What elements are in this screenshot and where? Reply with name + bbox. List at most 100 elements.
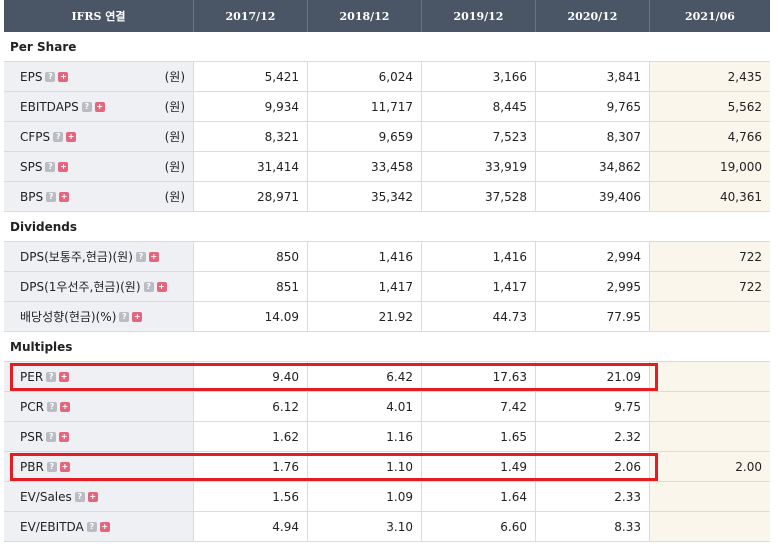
row-label: SPS xyxy=(20,159,43,174)
question-icon[interactable]: ? xyxy=(53,131,64,142)
row-label-cell: PER? + xyxy=(4,362,194,391)
value-cell: 34,862 xyxy=(536,152,650,181)
plus-icon[interactable]: + xyxy=(59,461,70,472)
plus-icon[interactable]: + xyxy=(87,491,98,502)
plus-icon[interactable]: + xyxy=(66,131,77,142)
row-label-cell: EBITDAPS? + (원) xyxy=(4,92,194,121)
plus-icon[interactable]: + xyxy=(156,281,167,292)
question-icon[interactable]: ? xyxy=(46,401,57,412)
plus-icon[interactable]: + xyxy=(148,251,159,262)
row-unit: (원) xyxy=(164,100,185,114)
value-cell: 1.64 xyxy=(422,482,536,511)
row-label: CFPS xyxy=(20,129,51,144)
value-cell: 40,361 xyxy=(650,182,770,211)
section-header: Per Share xyxy=(4,32,770,62)
value-cell: 33,458 xyxy=(308,152,422,181)
table-row: CFPS? + (원) 8,321 9,659 7,523 8,307 4,766 xyxy=(4,122,770,152)
plus-icon[interactable]: + xyxy=(59,431,70,442)
row-label-cell: BPS? + (원) xyxy=(4,182,194,211)
value-cell: 21.92 xyxy=(308,302,422,331)
header-label: IFRS 연결 xyxy=(4,0,194,32)
value-cell: 8,445 xyxy=(422,92,536,121)
value-cell: 2,995 xyxy=(536,272,650,301)
table-row: EPS? + (원) 5,421 6,024 3,166 3,841 2,435 xyxy=(4,62,770,92)
value-cell: 33,919 xyxy=(422,152,536,181)
row-label: PSR xyxy=(20,429,44,444)
value-cell: 851 xyxy=(194,272,308,301)
value-cell: 14.09 xyxy=(194,302,308,331)
table-row: EV/Sales? +1.56 1.09 1.64 2.33 xyxy=(4,482,770,512)
value-cell: 9,765 xyxy=(536,92,650,121)
plus-icon[interactable]: + xyxy=(58,71,69,82)
value-cell: 2.00 xyxy=(650,452,770,481)
question-icon[interactable]: ? xyxy=(46,191,57,202)
row-label-cell: PBR? + xyxy=(4,452,194,481)
header-period: 2017/12 xyxy=(194,0,308,32)
value-cell: 77.95 xyxy=(536,302,650,331)
section-header: Dividends xyxy=(4,212,770,242)
value-cell: 17.63 xyxy=(422,362,536,391)
value-cell: 9.75 xyxy=(536,392,650,421)
question-icon[interactable]: ? xyxy=(46,461,57,472)
question-icon[interactable]: ? xyxy=(45,71,56,82)
section-header: Multiples xyxy=(4,332,770,362)
value-cell: 8,321 xyxy=(194,122,308,151)
table-row: PER? +9.40 6.42 17.63 21.09 xyxy=(4,362,770,392)
value-cell xyxy=(650,422,770,451)
row-label: EPS xyxy=(20,69,43,84)
row-unit: (원) xyxy=(164,160,185,174)
value-cell: 2,994 xyxy=(536,242,650,271)
question-icon[interactable]: ? xyxy=(74,491,85,502)
value-cell: 4.01 xyxy=(308,392,422,421)
row-label: EV/Sales xyxy=(20,489,72,504)
section-title: Per Share xyxy=(10,39,77,54)
value-cell: 4.94 xyxy=(194,512,308,541)
value-cell: 1.56 xyxy=(194,482,308,511)
plus-icon[interactable]: + xyxy=(59,371,70,382)
table-row: BPS? + (원) 28,971 35,342 37,528 39,406 40,361 xyxy=(4,182,770,212)
question-icon[interactable]: ? xyxy=(81,101,92,112)
row-label-cell: DPS(1우선주,현금)(원)? + xyxy=(4,272,194,301)
value-cell: 2.33 xyxy=(536,482,650,511)
question-icon[interactable]: ? xyxy=(45,161,56,172)
value-cell: 2.32 xyxy=(536,422,650,451)
value-cell xyxy=(650,362,770,391)
value-cell: 1.76 xyxy=(194,452,308,481)
question-icon[interactable]: ? xyxy=(46,431,57,442)
value-cell: 1,416 xyxy=(308,242,422,271)
plus-icon[interactable]: + xyxy=(59,191,70,202)
question-icon[interactable]: ? xyxy=(119,311,130,322)
row-label: DPS(보통주,현금)(원) xyxy=(20,250,133,264)
plus-icon[interactable]: + xyxy=(59,401,70,412)
value-cell: 850 xyxy=(194,242,308,271)
value-cell: 8,307 xyxy=(536,122,650,151)
plus-icon[interactable]: + xyxy=(99,521,110,532)
question-icon[interactable]: ? xyxy=(46,371,57,382)
question-icon[interactable]: ? xyxy=(86,521,97,532)
section-filler xyxy=(194,212,770,241)
value-cell: 5,421 xyxy=(194,62,308,91)
plus-icon[interactable]: + xyxy=(94,101,105,112)
value-cell: 3.10 xyxy=(308,512,422,541)
table-header: IFRS 연결 2017/12 2018/12 2019/12 2020/12 2021/… xyxy=(4,0,770,32)
plus-icon[interactable]: + xyxy=(132,311,143,322)
question-icon[interactable]: ? xyxy=(143,281,154,292)
section-filler xyxy=(194,32,770,61)
question-icon[interactable]: ? xyxy=(135,251,146,262)
row-unit: (원) xyxy=(164,190,185,204)
section-filler xyxy=(194,332,770,361)
value-cell: 11,717 xyxy=(308,92,422,121)
value-cell xyxy=(650,302,770,331)
row-label: BPS xyxy=(20,189,44,204)
plus-icon[interactable]: + xyxy=(58,161,69,172)
value-cell: 7,523 xyxy=(422,122,536,151)
header-period: 2019/12 xyxy=(422,0,536,32)
value-cell: 6.42 xyxy=(308,362,422,391)
value-cell: 21.09 xyxy=(536,362,650,391)
section-title: Multiples xyxy=(10,339,73,354)
value-cell: 9.40 xyxy=(194,362,308,391)
row-label-cell: EV/EBITDA? + xyxy=(4,512,194,541)
row-label-cell: 배당성향(현금)(%)? + xyxy=(4,302,194,331)
row-label: PCR xyxy=(20,399,44,414)
value-cell: 6,024 xyxy=(308,62,422,91)
